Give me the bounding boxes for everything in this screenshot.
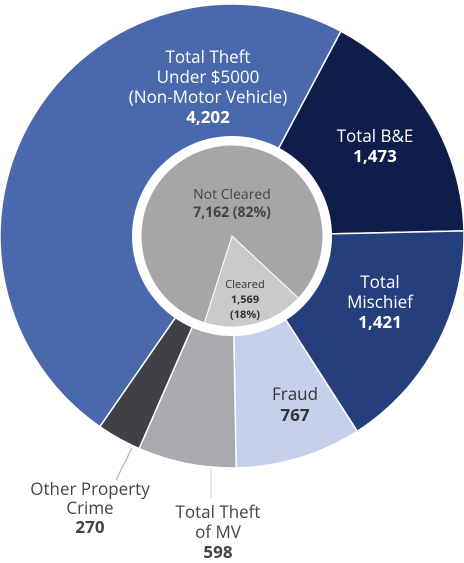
value-line: 7,162 (82%) [193,203,271,222]
value-line: 1,473 [353,144,397,167]
value-line: 767 [280,403,309,426]
label-line: Crime [66,496,113,519]
label-value: 4,202 [186,105,230,128]
value-line: (18%) [230,307,260,322]
label-value: 7,162 (82%) [193,203,271,222]
label-name: Other Property Crime [30,477,150,519]
value-line: 4,202 [186,105,230,128]
label-line: of MV [195,520,242,543]
value-line: 1,421 [358,310,402,333]
label-line: Mischief [347,290,414,313]
segment-label: Not Cleared 7,162 (82%) [193,185,271,222]
segment-label: Total Theft Under $5000 (Non-Motor Vehicle… [129,45,288,128]
label-line: Fraud [272,382,318,405]
label-name: Not Cleared [193,185,271,204]
label-line: Total [360,270,399,293]
label-name: Total Mischief [347,270,414,313]
label-value: 1,569 (18%) [230,292,260,322]
label-line: Not Cleared [193,185,271,204]
value-line: 270 [75,515,104,538]
value-line: 598 [203,540,232,563]
label-line: Cleared [225,277,264,292]
label-name: Fraud [272,382,318,405]
label-line: Under $5000 [157,65,260,88]
segment-label: Total Theft of MV 598 [176,500,261,563]
segment-label: Total B&E 1,473 [337,124,414,167]
label-name: Cleared [225,277,264,292]
label-line: Total Theft [176,500,261,523]
inner-segment [203,235,300,328]
label-value: 1,473 [353,144,397,167]
label-line: Other Property [30,477,150,500]
label-value: 598 [203,540,232,563]
label-line: (Non-Motor Vehicle) [129,85,288,108]
value-line: 1,569 [231,292,259,307]
label-value: 1,421 [358,310,402,333]
segment-label: Fraud 767 [272,382,318,426]
label-line: Total Theft [166,45,251,68]
label-name: Total Theft Under $5000 (Non-Motor Vehicle… [129,45,288,108]
segment-label: Other Property Crime 270 [30,477,150,538]
label-name: Total B&E [337,124,414,147]
label-value: 767 [280,403,309,426]
label-name: Total Theft of MV [176,500,261,543]
segment-label: Total Mischief 1,421 [347,270,414,333]
inner-segment [140,144,324,324]
label-value: 270 [75,515,104,538]
segment-label: Cleared 1,569 (18%) [225,277,264,322]
leader-line [115,447,133,481]
label-line: Total B&E [337,124,414,147]
